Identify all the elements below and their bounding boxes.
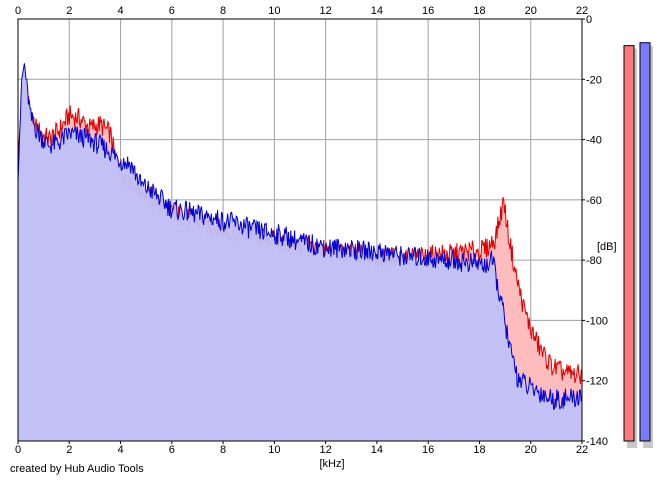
- x-tick-label: 14: [371, 5, 383, 17]
- x-tick-label: 18: [473, 5, 485, 17]
- x-tick-label: 22: [576, 5, 588, 17]
- series-layer: [17, 63, 583, 442]
- series-area: [18, 63, 582, 442]
- y-tick-label: -60: [586, 195, 602, 207]
- x-tick-label: 4: [117, 5, 123, 17]
- x-tick-label: 14: [371, 444, 383, 456]
- y-axis-label: [dB]: [597, 241, 617, 253]
- x-tick-label: 16: [422, 5, 434, 17]
- level-meters: [623, 42, 653, 449]
- y-tick-label: -100: [586, 315, 608, 327]
- x-axis-label: [kHz]: [319, 458, 344, 470]
- y-tick-label: -120: [586, 376, 608, 388]
- x-tick-label: 4: [117, 444, 123, 456]
- y-tick-label: -80: [586, 255, 602, 267]
- x-ticks-top: 0 2 4 6 8 10 12 14 16 18 20 22: [15, 5, 588, 17]
- x-tick-label: 18: [473, 444, 485, 456]
- x-tick-label: 20: [525, 5, 537, 17]
- x-tick-label: 16: [422, 444, 434, 456]
- x-tick-label: 0: [15, 5, 21, 17]
- x-tick-label: 10: [268, 444, 280, 456]
- x-tick-label: 2: [66, 5, 72, 17]
- x-tick-label: 22: [576, 444, 588, 456]
- credit-text: created by Hub Audio Tools: [10, 463, 144, 475]
- x-tick-label: 10: [268, 5, 280, 17]
- x-tick-label: 6: [169, 444, 175, 456]
- y-tick-label: 0: [586, 14, 592, 26]
- x-tick-label: 8: [220, 444, 226, 456]
- level-meter-bar: [623, 45, 635, 442]
- x-tick-label: 12: [320, 5, 332, 17]
- x-ticks-bottom: 0 2 4 6 8 10 12 14 16 18 20 22: [15, 441, 588, 456]
- x-tick-label: 12: [320, 444, 332, 456]
- x-tick-label: 6: [169, 5, 175, 17]
- y-ticks: 0 -20 -40 -60 -80 -100 -120 -140: [582, 14, 608, 448]
- x-tick-label: 0: [15, 444, 21, 456]
- x-tick-label: 8: [220, 5, 226, 17]
- series-line: [17, 63, 583, 410]
- level-meter-bar: [639, 42, 651, 442]
- plot-frame: [17, 18, 583, 442]
- y-tick-label: -40: [586, 135, 602, 147]
- x-tick-label: 2: [66, 444, 72, 456]
- y-tick-label: -140: [586, 436, 608, 448]
- x-tick-label: 20: [525, 444, 537, 456]
- y-tick-label: -20: [586, 74, 602, 86]
